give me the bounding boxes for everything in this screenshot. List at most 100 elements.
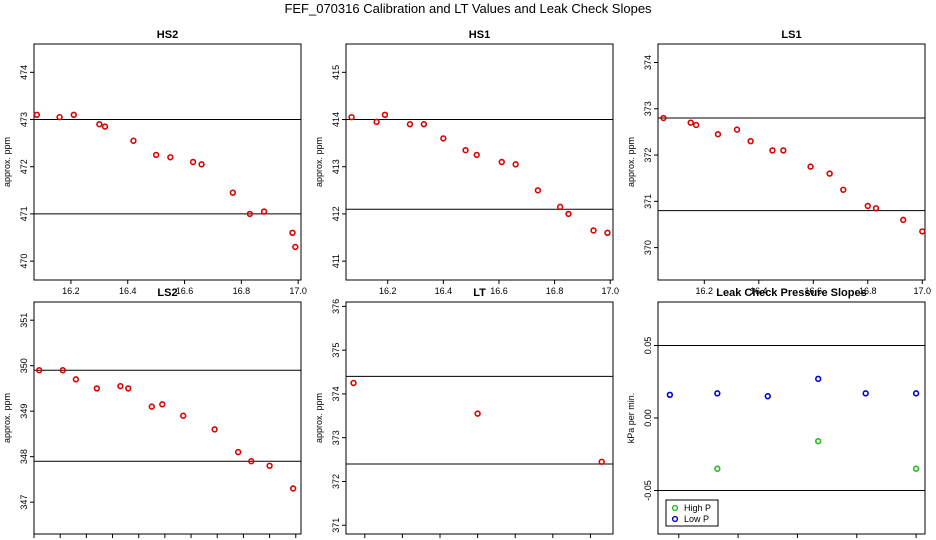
y-tick-label: 372 xyxy=(331,474,341,489)
y-tick-label: 347 xyxy=(19,495,29,510)
y-tick-label: 370 xyxy=(643,240,653,255)
data-point xyxy=(840,186,847,193)
data-point xyxy=(919,228,926,235)
y-tick-label: 413 xyxy=(331,159,341,174)
panel-title: LT xyxy=(473,287,486,299)
data-point xyxy=(864,202,871,210)
data-point xyxy=(406,121,414,128)
x-tick-label: 16.4 xyxy=(750,286,768,296)
data-point xyxy=(534,187,542,194)
data-point xyxy=(780,147,787,154)
data-point xyxy=(234,448,242,456)
data-point xyxy=(189,158,197,166)
y-tick-label: 348 xyxy=(19,449,29,464)
data-point xyxy=(125,385,132,392)
data-point xyxy=(714,390,721,397)
x-tick-label: 16.4 xyxy=(119,286,137,296)
data-point xyxy=(590,227,597,234)
data-point xyxy=(93,385,101,392)
data-point xyxy=(148,403,155,410)
data-point xyxy=(764,393,771,400)
data-point xyxy=(714,465,721,472)
x-tick-label: 17.0 xyxy=(601,286,619,296)
data-point xyxy=(692,121,700,129)
data-point xyxy=(96,121,103,128)
x-tick-label: 17.0 xyxy=(914,286,932,296)
data-point xyxy=(815,438,822,445)
data-point xyxy=(70,111,77,119)
y-tick-label: 0.05 xyxy=(643,337,653,355)
data-point xyxy=(604,229,611,237)
legend-marker xyxy=(671,504,679,512)
chart-ls1: LS1 16.2 16.4 16.6 16.8 17.0 370 371 372 373 374 ap… xyxy=(626,29,931,296)
data-point xyxy=(59,367,66,374)
data-point xyxy=(440,135,447,142)
y-tick-label: -0.05 xyxy=(643,480,653,501)
panel-hs1: HS1 16.2 16.4 16.6 16.8 17.0 411 412 413 414 415 ap… xyxy=(312,22,624,296)
data-point xyxy=(130,137,137,144)
x-tick-label: 16.6 xyxy=(176,286,194,296)
data-point xyxy=(420,121,428,128)
plot-frame xyxy=(657,301,926,535)
plot-frame xyxy=(345,43,614,281)
panel-title: LS2 xyxy=(157,287,177,299)
chart-ls2: LS216.016.116.216.316.416.516.616.716.81… xyxy=(2,287,302,538)
panel-ls1: LS1 16.2 16.4 16.6 16.8 17.0 370 371 372 373 374 ap… xyxy=(624,22,936,296)
legend-marker xyxy=(671,515,679,523)
data-point xyxy=(198,161,205,168)
data-point xyxy=(260,208,268,215)
data-point xyxy=(292,243,299,251)
data-point xyxy=(826,170,833,177)
data-point xyxy=(266,462,273,469)
x-tick-label: 16.6 xyxy=(490,286,508,296)
x-tick-label: 16.8 xyxy=(233,286,251,296)
panel-title: LS1 xyxy=(781,29,801,41)
x-tick-label: 16.2 xyxy=(379,286,397,296)
y-axis-label: approx. ppm xyxy=(2,393,12,443)
y-tick-label: 376 xyxy=(331,299,341,314)
y-axis-label: kPa per min. xyxy=(626,393,636,444)
y-tick-label: 474 xyxy=(19,65,29,80)
data-point xyxy=(815,375,822,383)
y-tick-label: 372 xyxy=(643,148,653,163)
x-tick-label: 16.2 xyxy=(696,286,714,296)
y-tick-label: 411 xyxy=(331,254,341,268)
chart-hs2: HS2 16.2 16.4 16.6 16.8 17.0 470 471 472 473 474 ap… xyxy=(2,29,307,296)
data-point xyxy=(556,203,564,211)
data-point xyxy=(747,137,754,145)
y-tick-label: 471 xyxy=(19,206,29,221)
panel-title: HS2 xyxy=(157,29,178,41)
data-point xyxy=(101,123,109,130)
legend-label: High P xyxy=(684,503,711,513)
panel-leak-check: Leak Check Pressure Slopes16.2 16.4 16.6 16… xyxy=(624,280,936,540)
data-point xyxy=(381,111,389,119)
panel-title: HS1 xyxy=(469,29,490,41)
x-tick-label: 16.8 xyxy=(859,286,877,296)
y-tick-label: 373 xyxy=(643,101,653,116)
data-point xyxy=(912,390,920,397)
data-point xyxy=(246,210,254,218)
data-point xyxy=(473,151,480,159)
y-tick-label: 351 xyxy=(19,313,29,328)
plot-frame xyxy=(345,301,614,535)
data-point xyxy=(598,458,605,465)
data-point xyxy=(872,205,880,212)
y-tick-label: 349 xyxy=(19,404,29,419)
plot-frame xyxy=(33,301,302,535)
data-point xyxy=(211,426,218,433)
data-point xyxy=(462,146,469,154)
y-tick-label: 350 xyxy=(19,358,29,373)
data-point xyxy=(152,151,160,159)
data-point xyxy=(474,410,481,417)
data-point xyxy=(56,113,63,121)
data-point xyxy=(912,465,920,472)
data-point xyxy=(900,216,907,224)
y-axis-label: approx. ppm xyxy=(626,137,636,187)
data-point xyxy=(117,382,124,390)
y-tick-label: 373 xyxy=(331,430,341,445)
data-point xyxy=(229,189,237,196)
y-tick-label: 412 xyxy=(331,206,341,221)
data-point xyxy=(159,401,166,408)
y-tick-label: 371 xyxy=(643,194,653,209)
